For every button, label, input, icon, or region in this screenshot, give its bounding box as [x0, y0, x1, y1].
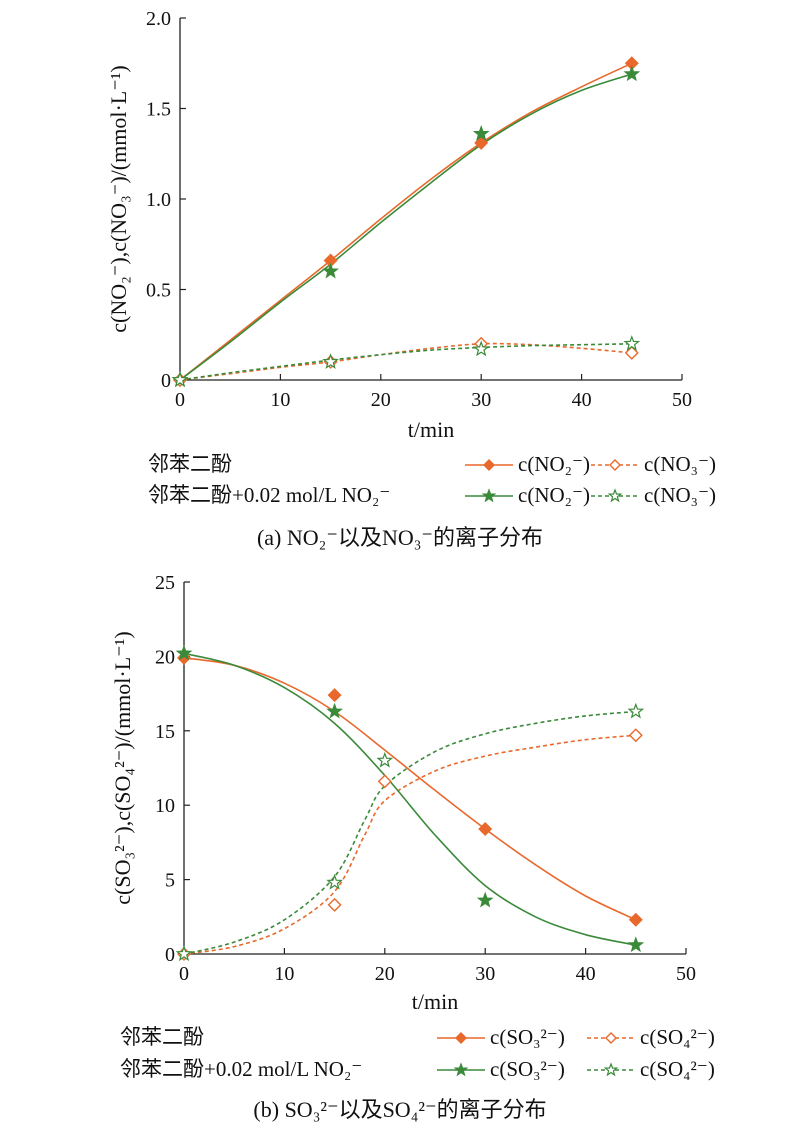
series-line-2: [179, 342, 632, 381]
panel-a-markers: [171, 56, 641, 388]
panel-a-ticks: 0 10 20 30 40 50 0 0.5 1.0 1.5 2.0: [146, 8, 692, 411]
panel-b-legend: 邻苯二酚 邻苯二酚+0.02 mol/L NO₂⁻ c(SO₃²⁻) c(SO₄…: [120, 1025, 715, 1081]
legend-a-entry-4: c(NO₃⁻): [644, 483, 716, 507]
x-tick-label: 50: [676, 963, 696, 985]
legend-key-marker-1: [483, 459, 495, 471]
panel-b-axes: [183, 582, 686, 955]
legend-b-entry-1: c(SO₃²⁻): [490, 1025, 565, 1049]
x-tick-label: 50: [672, 389, 692, 411]
legend-key-marker-2: [609, 459, 621, 471]
legend-key-marker-4: [607, 488, 623, 503]
legend-key-marker-3: [453, 1062, 469, 1077]
data-point-series-2: [628, 728, 643, 743]
data-point-series-3: [472, 125, 490, 141]
legend-a-group-2: 邻苯二酚+0.02 mol/L NO₂⁻: [148, 483, 390, 507]
data-point-series-2: [377, 774, 392, 789]
legend-b-entry-4: c(SO₄²⁻): [640, 1057, 715, 1081]
legend-a-entry-3: c(NO₂⁻): [518, 483, 590, 507]
data-point-series-4: [175, 945, 193, 962]
legend-a-entry-1: c(NO₂⁻): [518, 452, 590, 476]
data-point-series-1: [478, 822, 493, 836]
y-tick-label: 1.5: [146, 99, 171, 121]
panel-b-ticks: 0 10 20 30 40 50 0 5 10 15 20 25: [155, 572, 696, 985]
series-line-1: [179, 62, 633, 381]
data-point-series-3: [627, 936, 645, 953]
x-tick-label: 20: [375, 963, 395, 985]
panel-b-y-axis-label: c(SO₃²⁻),c(SO₄²⁻)/(mmol·L⁻¹): [110, 631, 135, 904]
data-point-series-1: [628, 912, 643, 927]
panel-a-legend: 邻苯二酚 邻苯二酚+0.02 mol/L NO₂⁻ c(NO₂⁻) c(NO₃⁻…: [148, 452, 716, 507]
data-point-series-3: [175, 644, 193, 661]
panel-a-caption: (a) NO₂⁻以及NO₃⁻的离子分布: [257, 525, 543, 550]
data-point-series-4: [171, 371, 189, 388]
data-point-series-1: [327, 688, 342, 703]
data-point-series-4: [322, 353, 339, 370]
panel-a: 0 10 20 30 40 50 0 0.5 1.0 1.5 2.0 t/min c(NO₂⁻),c…: [106, 8, 716, 550]
data-point-series-4: [376, 751, 394, 768]
data-point-series-2: [327, 897, 342, 912]
panel-b: 0 10 20 30 40 50 0 5 10 15 20 25 t/min c(SO₃²⁻),c(S…: [110, 572, 715, 1122]
x-tick-label: 30: [471, 389, 491, 411]
x-tick-label: 30: [475, 963, 495, 985]
y-tick-label: 0: [161, 370, 171, 392]
panel-b-markers: [175, 644, 645, 962]
panel-b-series: [183, 652, 637, 955]
series-line-2: [183, 734, 636, 955]
data-point-series-3: [326, 702, 343, 719]
data-point-series-2: [624, 345, 639, 360]
series-line-3: [179, 73, 633, 381]
x-tick-label: 0: [179, 963, 189, 985]
data-point-series-1: [474, 135, 489, 150]
series-line-1: [183, 657, 637, 921]
x-tick-label: 10: [274, 963, 294, 985]
series-line-4: [179, 343, 632, 381]
legend-key-marker-2: [605, 1032, 617, 1044]
legend-key-marker-3: [481, 488, 497, 503]
data-point-series-4: [326, 873, 343, 890]
y-tick-label: 0: [165, 944, 175, 966]
y-tick-label: 20: [155, 646, 175, 668]
legend-key-marker-4: [603, 1062, 619, 1077]
series-line-3: [183, 652, 636, 946]
legend-b-group-1: 邻苯二酚: [120, 1025, 204, 1049]
x-tick-label: 40: [576, 963, 596, 985]
y-tick-label: 25: [155, 572, 175, 594]
panel-a-legend-keys: [465, 459, 639, 503]
x-tick-label: 10: [270, 389, 290, 411]
x-tick-label: 0: [175, 389, 185, 411]
legend-b-group-2: 邻苯二酚+0.02 mol/L NO₂⁻: [120, 1057, 362, 1081]
legend-b-entry-2: c(SO₄²⁻): [640, 1025, 715, 1049]
data-point-series-3: [322, 262, 339, 279]
panel-a-y-axis-label: c(NO₂⁻),c(NO₃⁻)/(mmol·L⁻¹): [106, 65, 131, 333]
data-point-series-4: [623, 335, 641, 351]
x-tick-label: 20: [371, 389, 391, 411]
panel-a-series: [179, 62, 633, 381]
data-point-series-3: [623, 65, 641, 82]
y-tick-label: 15: [155, 721, 175, 743]
legend-a-group-1: 邻苯二酚: [148, 452, 232, 476]
data-point-series-4: [627, 702, 645, 719]
panel-a-x-axis-label: t/min: [408, 417, 454, 442]
series-line-4: [183, 710, 636, 955]
legend-a-entry-2: c(NO₃⁻): [644, 452, 716, 476]
panel-b-x-axis-label: t/min: [412, 989, 458, 1014]
y-tick-label: 0.5: [146, 280, 171, 302]
data-point-series-3: [476, 891, 494, 908]
panel-b-caption: (b) SO₃²⁻以及SO₄²⁻的离子分布: [253, 1097, 546, 1122]
legend-key-marker-1: [455, 1032, 467, 1044]
legend-b-entry-3: c(SO₃²⁻): [490, 1057, 565, 1081]
data-point-series-4: [472, 340, 490, 357]
panel-a-axes: [179, 18, 682, 381]
y-tick-label: 5: [165, 870, 175, 892]
panel-b-legend-keys: [437, 1032, 635, 1077]
x-tick-label: 40: [572, 389, 592, 411]
y-tick-label: 1.0: [146, 189, 171, 211]
y-tick-label: 10: [155, 795, 175, 817]
y-tick-label: 2.0: [146, 8, 171, 30]
